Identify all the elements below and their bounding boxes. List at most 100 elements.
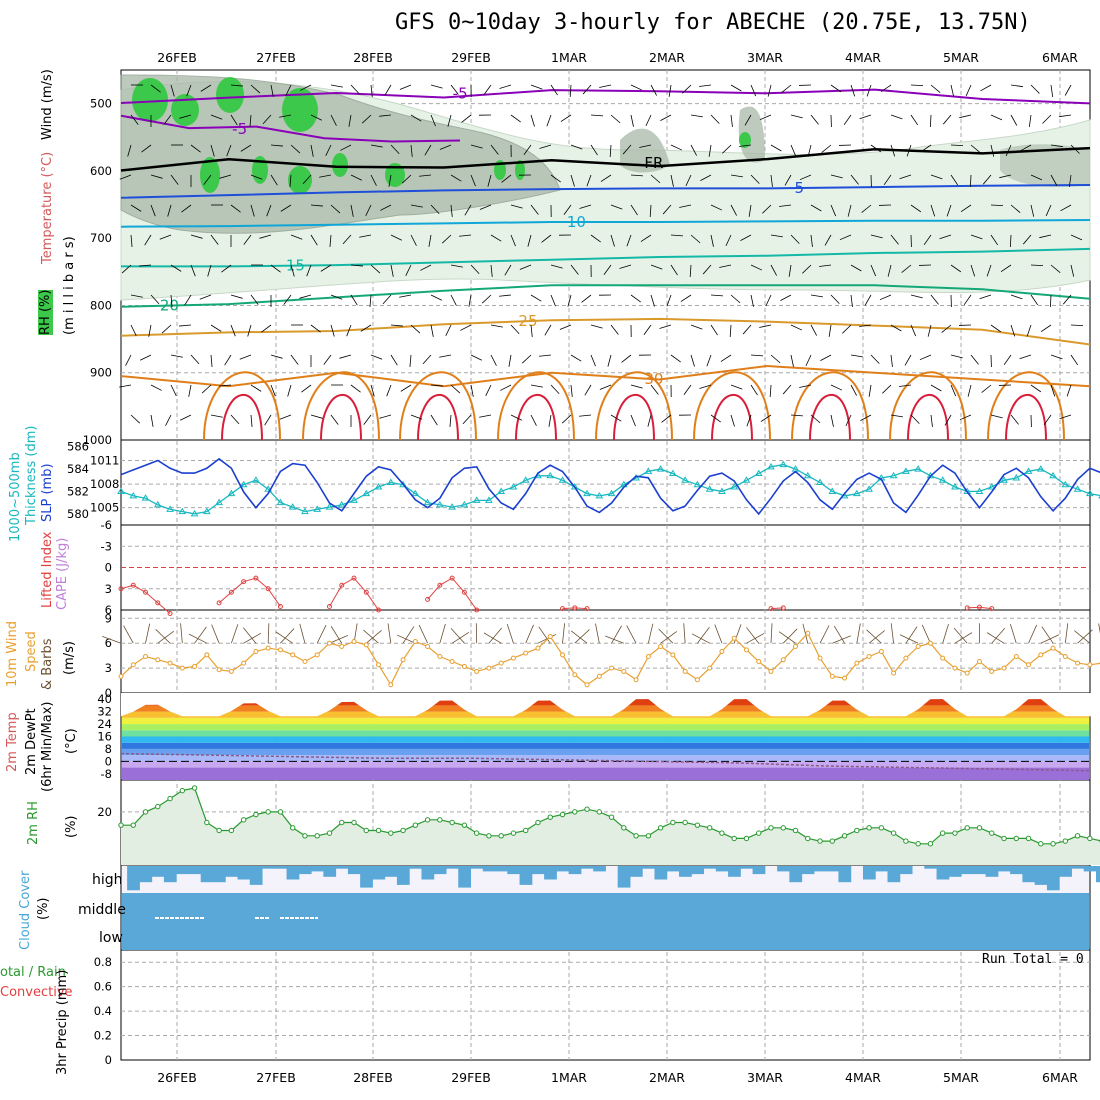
- rh-area: [121, 788, 1100, 865]
- cloud-high-bar: [728, 866, 741, 877]
- wind-barb: [188, 384, 192, 397]
- wind-barb: [579, 204, 592, 209]
- wind-barb: [890, 354, 893, 367]
- wind-barb: [979, 294, 992, 300]
- wind-barb-10m: [782, 628, 798, 644]
- wind-barb: [670, 174, 674, 187]
- ylabel-wind10-unit: (m/s): [62, 641, 77, 675]
- cloud-high-bar: [580, 866, 594, 869]
- wind-speed-point: [731, 635, 737, 641]
- wind-barb: [719, 264, 732, 268]
- wind-barb: [690, 144, 697, 156]
- wind-barb-10m: [1064, 623, 1069, 644]
- wind-barb: [740, 234, 752, 241]
- wind-barb: [230, 294, 243, 299]
- wind-barb: [280, 204, 292, 212]
- wind-barb: [630, 114, 634, 127]
- wind-barb: [550, 384, 560, 395]
- rh-point: [682, 819, 688, 826]
- wind-barb: [920, 144, 932, 153]
- cloud-mid-low: [122, 893, 1089, 950]
- wind-barb: [430, 384, 443, 387]
- wind-barb: [470, 174, 476, 187]
- wind-barb: [290, 234, 303, 240]
- wind-barb: [479, 414, 492, 418]
- wind-barb-10m: [714, 624, 723, 644]
- y-tick-li: -3: [101, 539, 112, 553]
- wind-barb: [919, 354, 932, 361]
- wind-barb: [180, 414, 192, 421]
- wind-barb-10m: [691, 633, 710, 644]
- cloud-high-bar: [544, 866, 557, 880]
- wind-barb: [750, 84, 757, 97]
- wind-barb: [982, 174, 992, 185]
- wind-speed-point: [878, 649, 884, 654]
- wind-barb: [708, 144, 712, 157]
- wind-barb-10m: [180, 623, 183, 644]
- cloud-high-bar: [801, 866, 815, 875]
- wind-speed-point: [1075, 660, 1081, 666]
- wind-barb: [944, 414, 952, 426]
- wind-speed-point: [241, 660, 247, 666]
- wind-barb: [230, 414, 240, 425]
- ylabel-millibars: (m i l l i b a r s): [62, 236, 77, 335]
- wind-barb: [682, 84, 692, 94]
- wind-barb: [930, 204, 936, 217]
- cloud-high-bar: [997, 866, 1011, 872]
- cloud-high-bar: [176, 866, 189, 875]
- wind-barb: [1022, 234, 1032, 245]
- thickness-point: [595, 491, 604, 499]
- wind-barb: [306, 264, 312, 277]
- wind-barb: [450, 204, 453, 217]
- rh-point: [939, 830, 946, 836]
- thickness-point: [1085, 489, 1094, 497]
- y-tick-li: 6: [105, 603, 112, 617]
- wind-barb: [770, 174, 773, 187]
- y-tick-precip: 0.8: [94, 955, 112, 969]
- rh-shade-mid: [1000, 144, 1090, 187]
- cloud-high-bar: [740, 866, 754, 869]
- thickness-point: [423, 498, 432, 506]
- thickness-point: [852, 489, 861, 497]
- wind-barb: [370, 84, 373, 97]
- wind-barb-10m: [856, 623, 861, 644]
- wind-barb: [650, 264, 663, 270]
- wind-barb: [779, 204, 792, 207]
- cloud-high-bar: [1059, 866, 1072, 877]
- ylabel-precip-total: otal / Rain: [0, 965, 66, 980]
- y-tick-precip: 0.6: [94, 980, 112, 994]
- temp-contour-35: [889, 371, 967, 441]
- wind-barb: [639, 144, 652, 148]
- rh-point: [792, 827, 799, 834]
- thickness-point: [141, 494, 150, 501]
- wind-barb: [850, 84, 856, 97]
- cloud-high-bar: [384, 866, 398, 877]
- wind-speed-point: [940, 655, 946, 661]
- wind-barb: [689, 264, 692, 277]
- wind-barb: [201, 384, 212, 394]
- wind-barb: [390, 144, 400, 155]
- wind-speed-point: [609, 665, 615, 671]
- wind-barb: [445, 324, 452, 336]
- wind-barb: [842, 324, 852, 334]
- wind-barb: [621, 354, 632, 363]
- thickness-point: [987, 483, 996, 490]
- wind-barb-10m: [991, 627, 1006, 644]
- wind-barb: [319, 174, 332, 178]
- rh-point: [989, 830, 995, 836]
- wind-barb: [490, 354, 497, 366]
- wind-barb: [759, 114, 772, 121]
- thickness-point: [1073, 485, 1082, 492]
- wind-barb: [550, 264, 563, 269]
- wind-barb: [1070, 264, 1075, 277]
- wind-barb: [859, 324, 872, 327]
- wind-barb: [890, 324, 902, 332]
- wind-barb: [1028, 114, 1032, 127]
- wind-barb: [910, 84, 924, 87]
- wind-barb: [1040, 324, 1052, 333]
- rh-point: [461, 822, 468, 828]
- cloud-high-bar: [396, 866, 410, 885]
- wind-speed-point: [437, 653, 443, 659]
- y-tick-li: 3: [105, 582, 112, 596]
- wind-barb: [746, 414, 752, 427]
